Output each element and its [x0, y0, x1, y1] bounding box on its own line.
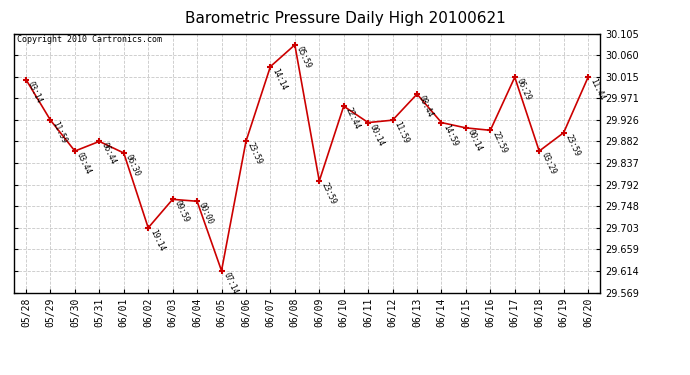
Text: 22:59: 22:59 [491, 130, 509, 155]
Text: 03:29: 03:29 [539, 151, 557, 176]
Text: Copyright 2010 Cartronics.com: Copyright 2010 Cartronics.com [17, 35, 161, 44]
Text: 06:44: 06:44 [99, 141, 117, 166]
Text: 06:30: 06:30 [124, 153, 141, 178]
Text: 11:59: 11:59 [50, 120, 68, 145]
Text: 00:14: 00:14 [466, 128, 484, 153]
Text: 22:44: 22:44 [344, 106, 362, 131]
Text: 11:44: 11:44 [588, 77, 606, 102]
Text: 11:59: 11:59 [393, 120, 411, 145]
Text: 14:14: 14:14 [270, 67, 288, 92]
Text: 00:00: 00:00 [197, 201, 215, 226]
Text: 09:59: 09:59 [172, 200, 190, 224]
Text: 07:14: 07:14 [221, 271, 239, 296]
Text: 00:14: 00:14 [368, 123, 386, 147]
Text: 14:59: 14:59 [442, 123, 460, 147]
Text: 03:44: 03:44 [75, 151, 93, 176]
Text: 05:59: 05:59 [295, 45, 313, 70]
Text: 23:59: 23:59 [246, 141, 264, 166]
Text: 03:14: 03:14 [26, 80, 44, 104]
Text: 06:29: 06:29 [515, 77, 533, 102]
Text: 23:59: 23:59 [564, 133, 582, 158]
Text: 08:44: 08:44 [417, 94, 435, 119]
Text: Barometric Pressure Daily High 20100621: Barometric Pressure Daily High 20100621 [185, 11, 505, 26]
Text: 19:14: 19:14 [148, 228, 166, 253]
Text: 23:59: 23:59 [319, 181, 337, 206]
